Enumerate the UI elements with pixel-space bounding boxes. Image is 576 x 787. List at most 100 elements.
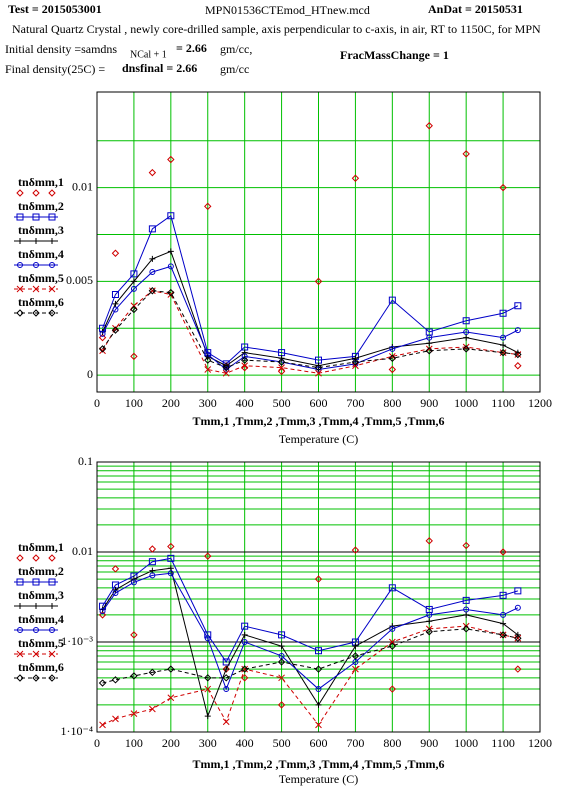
- marker: [277, 658, 286, 666]
- marker-shape: [426, 334, 433, 341]
- marker: [499, 591, 507, 599]
- marker-shape: [426, 618, 433, 625]
- marker-shape: [204, 635, 211, 642]
- marker: [204, 552, 212, 560]
- marker-shape: [462, 596, 470, 604]
- marker-shape: [33, 603, 39, 609]
- marker: [48, 189, 56, 197]
- marker: [277, 701, 286, 709]
- x-tick-label: 100: [125, 396, 143, 410]
- marker-shape: [351, 358, 360, 366]
- marker: [98, 345, 107, 353]
- marker: [148, 668, 157, 677]
- marker: [204, 685, 212, 693]
- marker-shape: [167, 542, 175, 551]
- marker-shape: [388, 365, 397, 374]
- marker-shape: [315, 686, 322, 693]
- marker: [314, 277, 323, 286]
- marker: [33, 627, 39, 633]
- marker-shape: [388, 685, 397, 693]
- marker-shape: [98, 611, 107, 619]
- marker: [33, 262, 39, 268]
- marker-shape: [112, 715, 119, 723]
- marker: [351, 652, 360, 660]
- marker: [277, 358, 286, 366]
- marker: [149, 269, 156, 275]
- series-line: [102, 265, 519, 371]
- marker: [425, 628, 433, 636]
- marker: [130, 710, 138, 717]
- marker-shape: [48, 309, 56, 317]
- marker: [514, 351, 522, 358]
- marker-shape: [16, 189, 24, 197]
- marker-shape: [499, 631, 507, 639]
- marker: [112, 306, 119, 313]
- marker: [315, 366, 322, 373]
- marker-shape: [240, 356, 249, 364]
- initial-unit: gm/cc,: [220, 42, 252, 56]
- marker: [48, 650, 56, 658]
- marker-shape: [16, 554, 24, 562]
- marker-shape: [130, 710, 138, 717]
- marker-shape: [99, 608, 106, 615]
- marker: [388, 584, 396, 592]
- marker-shape: [388, 642, 397, 650]
- marker-shape: [514, 327, 521, 334]
- marker-shape: [500, 620, 507, 627]
- marker: [463, 606, 470, 613]
- marker: [48, 554, 56, 562]
- marker-shape: [315, 721, 322, 729]
- marker-shape: [389, 345, 396, 352]
- marker-shape: [499, 591, 507, 599]
- marker: [33, 238, 39, 244]
- marker-shape: [49, 262, 55, 268]
- marker-shape: [112, 306, 119, 313]
- marker: [149, 572, 156, 579]
- marker: [222, 718, 230, 726]
- legend-label: tnδmm,3: [18, 588, 64, 602]
- marker: [514, 302, 522, 310]
- marker: [388, 296, 396, 304]
- marker-shape: [499, 548, 507, 556]
- x-tick-label: 200: [162, 736, 180, 750]
- marker-shape: [315, 647, 322, 655]
- marker: [499, 348, 507, 357]
- marker-shape: [314, 665, 323, 673]
- marker: [112, 715, 119, 723]
- marker-shape: [514, 634, 522, 642]
- marker: [148, 225, 156, 233]
- marker: [462, 345, 470, 353]
- marker-shape: [17, 627, 23, 633]
- marker: [352, 362, 359, 370]
- marker-shape: [223, 366, 230, 373]
- marker-shape: [130, 305, 138, 314]
- x-axis-title: Temperature (C): [279, 432, 358, 446]
- marker-shape: [204, 202, 212, 211]
- marker-shape: [148, 545, 157, 553]
- marker: [167, 554, 175, 562]
- marker: [204, 635, 211, 642]
- marker: [167, 263, 174, 270]
- marker-shape: [167, 554, 175, 562]
- marker: [16, 578, 24, 586]
- marker-shape: [33, 262, 39, 268]
- marker: [222, 369, 230, 377]
- marker-shape: [167, 565, 174, 572]
- marker: [278, 364, 285, 371]
- x-tick-label: 100: [125, 736, 143, 750]
- marker: [49, 262, 55, 268]
- marker-shape: [222, 363, 230, 372]
- marker-shape: [148, 287, 157, 295]
- marker-shape: [499, 183, 507, 192]
- marker-shape: [130, 285, 137, 292]
- marker: [499, 309, 507, 317]
- marker: [111, 249, 120, 257]
- marker-shape: [514, 604, 521, 611]
- marker-shape: [49, 238, 55, 244]
- marker: [111, 326, 120, 334]
- x-axis-vars: Tmm,1 ,Tmm,2 ,Tmm,3 ,Tmm,4 ,Tmm,5 ,Tmm,6: [193, 757, 445, 771]
- marker-shape: [32, 285, 40, 293]
- x-axis-vars: Tmm,1 ,Tmm,2 ,Tmm,3 ,Tmm,4 ,Tmm,5 ,Tmm,6: [193, 414, 445, 428]
- marker: [148, 287, 157, 295]
- marker: [315, 369, 322, 377]
